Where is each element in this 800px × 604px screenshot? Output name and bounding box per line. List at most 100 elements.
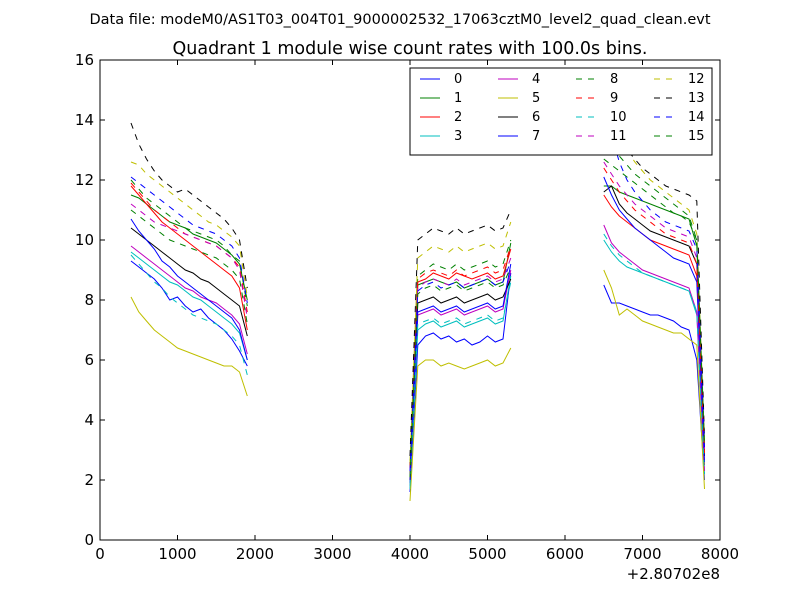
series-13-line (130, 122, 248, 289)
series-4-line (603, 224, 705, 472)
y-tick-label: 8 (84, 291, 94, 309)
series-3-line (409, 275, 512, 490)
x-tick-label: 0 (95, 545, 105, 563)
series-4 (130, 224, 705, 541)
legend-entry-4: 4 (498, 72, 540, 87)
y-tick-label: 6 (84, 351, 94, 369)
chart-title: Quadrant 1 module wise count rates with … (173, 39, 648, 59)
legend-label: 12 (688, 72, 705, 87)
legend-label: 5 (532, 91, 540, 106)
legend-label: 8 (610, 72, 618, 87)
legend-label: 0 (454, 72, 462, 87)
legend-entry-12: 12 (654, 72, 705, 87)
legend-label: 13 (688, 91, 705, 106)
series-6-line (130, 227, 248, 337)
plot-content (130, 107, 705, 541)
series-7-line (603, 176, 705, 463)
legend-label: 2 (454, 110, 462, 125)
series-9-line (603, 167, 705, 454)
data-file-title: Data file: modeM0/AS1T03_004T01_90000025… (89, 12, 710, 28)
series-1-line (603, 185, 705, 451)
legend-entry-9: 9 (576, 91, 618, 106)
legend-entry-8: 8 (576, 72, 618, 87)
series-6-line (603, 185, 705, 457)
legend-label: 14 (688, 110, 705, 125)
series-12-line (409, 221, 512, 463)
x-tick-label: 6000 (546, 545, 584, 563)
series-13-line (603, 110, 705, 439)
legend-entry-3: 3 (420, 129, 462, 144)
legend-label: 3 (454, 129, 462, 144)
series-15-line (603, 137, 705, 445)
legend-entry-5: 5 (498, 91, 540, 106)
x-offset-label: +2.80702e8 (627, 565, 720, 583)
series-2-line (409, 248, 512, 475)
series-4-line (409, 269, 512, 487)
y-tick-label: 4 (84, 411, 94, 429)
y-tick-label: 2 (84, 471, 94, 489)
y-tick-label: 12 (75, 171, 94, 189)
series-15-line (409, 266, 512, 478)
series-9-line (409, 245, 512, 469)
legend-entry-15: 15 (654, 129, 705, 144)
legend-box (409, 67, 713, 156)
series-0-line (130, 260, 248, 367)
series-11-line (130, 203, 248, 319)
series-6-line (409, 278, 512, 481)
legend-entry-14: 14 (654, 110, 705, 125)
series-4-line (130, 245, 248, 355)
x-tick-label: 8000 (701, 545, 739, 563)
series-9-line (130, 182, 248, 313)
series-11-line (603, 161, 705, 451)
x-tick-label: 7000 (623, 545, 661, 563)
series-10-line (409, 281, 512, 487)
series-1-line (409, 242, 512, 469)
series-5-line (603, 269, 705, 490)
series-10-line (603, 233, 705, 475)
series-2-line (130, 185, 248, 331)
legend-entry-0: 0 (420, 72, 462, 87)
series-14-line (603, 107, 705, 448)
legend-label: 9 (610, 91, 618, 106)
legend-entry-6: 6 (498, 110, 540, 125)
series-10-line (130, 254, 248, 376)
legend-label: 7 (532, 129, 540, 144)
series-13-line (409, 209, 512, 457)
legend-entry-7: 7 (498, 129, 540, 144)
series-0-line (603, 284, 705, 481)
x-tick-label: 5000 (468, 545, 506, 563)
series-5-line (409, 347, 512, 502)
series-7-line (130, 218, 248, 361)
legend-label: 1 (454, 91, 462, 106)
legend-entry-1: 1 (420, 91, 462, 106)
series-3-line (130, 251, 248, 361)
y-tick-label: 14 (75, 111, 94, 129)
series-8-line (603, 158, 705, 445)
series-8-line (130, 179, 248, 307)
legend-label: 10 (610, 110, 627, 125)
legend-label: 6 (532, 110, 540, 125)
x-tick-label: 4000 (391, 545, 429, 563)
y-tick-label: 0 (84, 531, 94, 549)
legend-entry-2: 2 (420, 110, 462, 125)
series-12-line (130, 161, 248, 298)
series-3-line (603, 239, 705, 475)
legend-label: 15 (688, 129, 705, 144)
series-15-line (130, 209, 248, 325)
axis-ticks: 0 1000 2000 3000 4000 5000 6000 7000 80000246810… (75, 51, 739, 563)
y-tick-label: 16 (75, 51, 94, 69)
legend-entry-11: 11 (576, 129, 627, 144)
x-tick-label: 2000 (236, 545, 274, 563)
series-14-line (130, 176, 248, 304)
series-7 (130, 176, 705, 541)
legend-label: 11 (610, 129, 627, 144)
series-8-line (409, 239, 512, 466)
legend-entry-10: 10 (576, 110, 627, 125)
series-1-line (130, 194, 248, 301)
series-5-line (130, 296, 248, 397)
series-7-line (409, 263, 512, 484)
x-tick-label: 3000 (313, 545, 351, 563)
